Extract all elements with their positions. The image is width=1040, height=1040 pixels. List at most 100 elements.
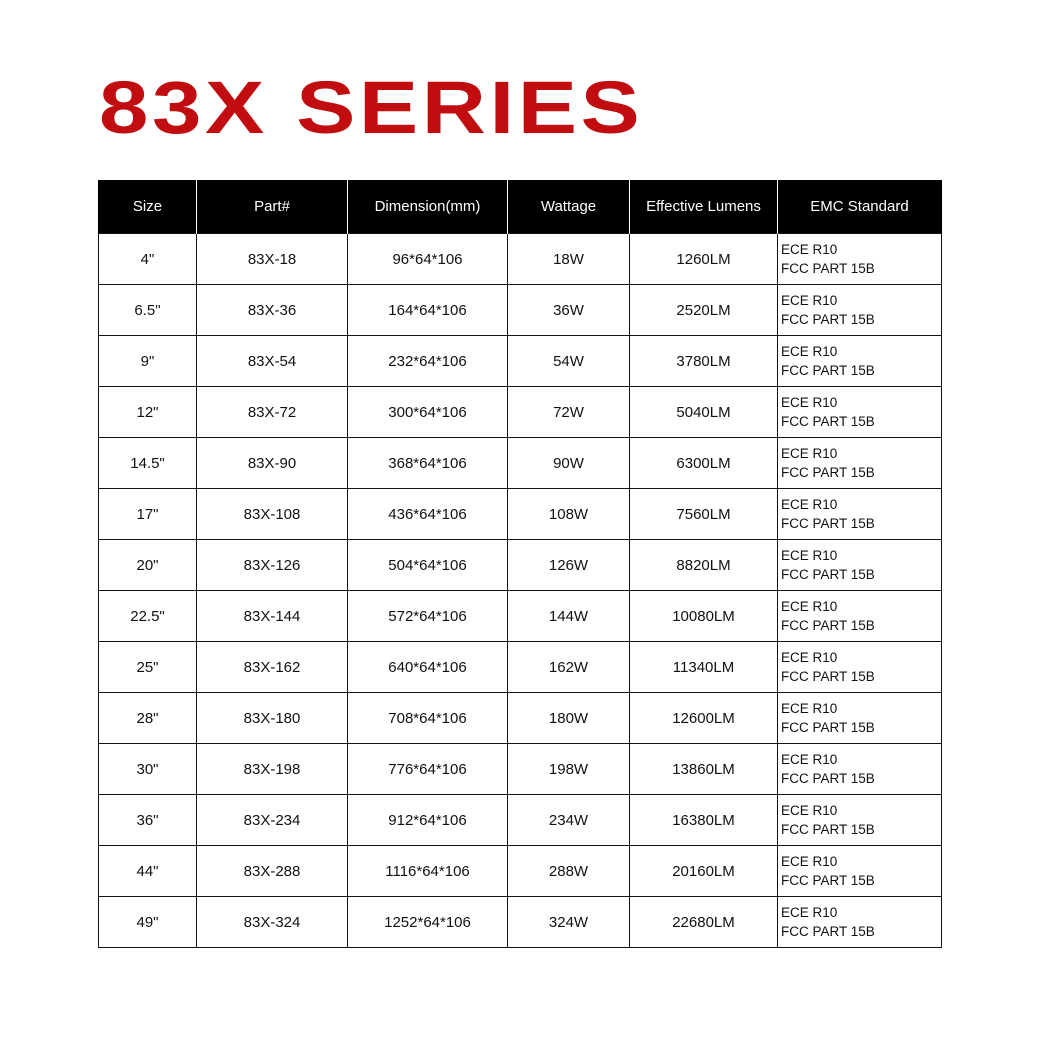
part-cell: 83X-180 — [196, 692, 348, 744]
emc-standard: FCC PART 15B — [781, 822, 875, 837]
dimension-cell: 164*64*106 — [347, 284, 508, 336]
emc-cell: ECE R10 FCC PART 15B — [777, 641, 942, 693]
emc-standard: ECE R10 — [781, 599, 838, 614]
part-cell: 83X-54 — [196, 335, 348, 387]
emc-cell: ECE R10 FCC PART 15B — [777, 845, 942, 897]
size-cell: 14.5" — [98, 437, 197, 489]
table-row: 36" 83X-234 912*64*106 234W 16380LM ECE R10 FC… — [98, 794, 942, 846]
lumens-cell: 1260LM — [629, 233, 778, 285]
emc-standard: FCC PART 15B — [781, 261, 875, 276]
lumens-cell: 20160LM — [629, 845, 778, 897]
lumens-cell: 22680LM — [629, 896, 778, 948]
emc-standard: ECE R10 — [781, 905, 838, 920]
part-cell: 83X-108 — [196, 488, 348, 540]
dimension-cell: 640*64*106 — [347, 641, 508, 693]
size-cell: 9" — [98, 335, 197, 387]
emc-standard: ECE R10 — [781, 242, 838, 257]
table-row: 28" 83X-180 708*64*106 180W 12600LM ECE R10 FC… — [98, 692, 942, 744]
emc-standard: FCC PART 15B — [781, 720, 875, 735]
emc-standard: FCC PART 15B — [781, 465, 875, 480]
emc-cell: ECE R10 FCC PART 15B — [777, 488, 942, 540]
wattage-cell: 126W — [507, 539, 630, 591]
emc-cell: ECE R10 FCC PART 15B — [777, 590, 942, 642]
dimension-cell: 96*64*106 — [347, 233, 508, 285]
emc-standard: ECE R10 — [781, 497, 838, 512]
emc-cell: ECE R10 FCC PART 15B — [777, 794, 942, 846]
table-row: 22.5" 83X-144 572*64*106 144W 10080LM ECE R10… — [98, 590, 942, 642]
dimension-cell: 232*64*106 — [347, 335, 508, 387]
dimension-cell: 504*64*106 — [347, 539, 508, 591]
emc-standard: FCC PART 15B — [781, 312, 875, 327]
wattage-cell: 324W — [507, 896, 630, 948]
lumens-cell: 6300LM — [629, 437, 778, 489]
lumens-cell: 7560LM — [629, 488, 778, 540]
lumens-cell: 2520LM — [629, 284, 778, 336]
part-cell: 83X-18 — [196, 233, 348, 285]
column-header-dimension: Dimension(mm) — [347, 180, 508, 234]
emc-cell: ECE R10 FCC PART 15B — [777, 692, 942, 744]
wattage-cell: 90W — [507, 437, 630, 489]
table-row: 17" 83X-108 436*64*106 108W 7560LM ECE R10 FCC… — [98, 488, 942, 540]
size-cell: 12" — [98, 386, 197, 438]
table-row: 9" 83X-54 232*64*106 54W 3780LM ECE R10 FCC PA… — [98, 335, 942, 387]
dimension-cell: 300*64*106 — [347, 386, 508, 438]
dimension-cell: 776*64*106 — [347, 743, 508, 795]
dimension-cell: 708*64*106 — [347, 692, 508, 744]
emc-standard: ECE R10 — [781, 854, 838, 869]
emc-standard: ECE R10 — [781, 650, 838, 665]
column-header-emc: EMC Standard — [777, 180, 942, 234]
emc-standard: FCC PART 15B — [781, 516, 875, 531]
lumens-cell: 16380LM — [629, 794, 778, 846]
lumens-cell: 11340LM — [629, 641, 778, 693]
part-cell: 83X-198 — [196, 743, 348, 795]
emc-cell: ECE R10 FCC PART 15B — [777, 386, 942, 438]
part-cell: 83X-288 — [196, 845, 348, 897]
wattage-cell: 288W — [507, 845, 630, 897]
column-header-size: Size — [98, 180, 197, 234]
wattage-cell: 108W — [507, 488, 630, 540]
dimension-cell: 368*64*106 — [347, 437, 508, 489]
table-row: 44" 83X-288 1116*64*106 288W 20160LM ECE R10 F… — [98, 845, 942, 897]
dimension-cell: 1116*64*106 — [347, 845, 508, 897]
size-cell: 49" — [98, 896, 197, 948]
size-cell: 44" — [98, 845, 197, 897]
emc-cell: ECE R10 FCC PART 15B — [777, 743, 942, 795]
size-cell: 4" — [98, 233, 197, 285]
wattage-cell: 54W — [507, 335, 630, 387]
part-cell: 83X-234 — [196, 794, 348, 846]
emc-standard: FCC PART 15B — [781, 567, 875, 582]
table-row: 30" 83X-198 776*64*106 198W 13860LM ECE R10 FC… — [98, 743, 942, 795]
emc-standard: FCC PART 15B — [781, 618, 875, 633]
wattage-cell: 18W — [507, 233, 630, 285]
emc-standard: FCC PART 15B — [781, 771, 875, 786]
dimension-cell: 1252*64*106 — [347, 896, 508, 948]
emc-standard: FCC PART 15B — [781, 363, 875, 378]
part-cell: 83X-72 — [196, 386, 348, 438]
emc-standard: ECE R10 — [781, 752, 838, 767]
emc-cell: ECE R10 FCC PART 15B — [777, 437, 942, 489]
column-header-wattage: Wattage — [507, 180, 630, 234]
size-cell: 25" — [98, 641, 197, 693]
size-cell: 22.5" — [98, 590, 197, 642]
table-header-row: Size Part# Dimension(mm) Wattage Effecti… — [98, 180, 942, 234]
size-cell: 17" — [98, 488, 197, 540]
table-row: 6.5" 83X-36 164*64*106 36W 2520LM ECE R10 FCC … — [98, 284, 942, 336]
lumens-cell: 13860LM — [629, 743, 778, 795]
wattage-cell: 144W — [507, 590, 630, 642]
emc-cell: ECE R10 FCC PART 15B — [777, 284, 942, 336]
emc-cell: ECE R10 FCC PART 15B — [777, 896, 942, 948]
lumens-cell: 10080LM — [629, 590, 778, 642]
emc-standard: FCC PART 15B — [781, 669, 875, 684]
wattage-cell: 162W — [507, 641, 630, 693]
emc-standard: FCC PART 15B — [781, 873, 875, 888]
emc-cell: ECE R10 FCC PART 15B — [777, 335, 942, 387]
size-cell: 36" — [98, 794, 197, 846]
table-row: 49" 83X-324 1252*64*106 324W 22680LM ECE R10 F… — [98, 896, 942, 948]
emc-standard: FCC PART 15B — [781, 414, 875, 429]
part-cell: 83X-144 — [196, 590, 348, 642]
lumens-cell: 3780LM — [629, 335, 778, 387]
emc-standard: ECE R10 — [781, 701, 838, 716]
emc-standard: ECE R10 — [781, 446, 838, 461]
lumens-cell: 12600LM — [629, 692, 778, 744]
lumens-cell: 8820LM — [629, 539, 778, 591]
